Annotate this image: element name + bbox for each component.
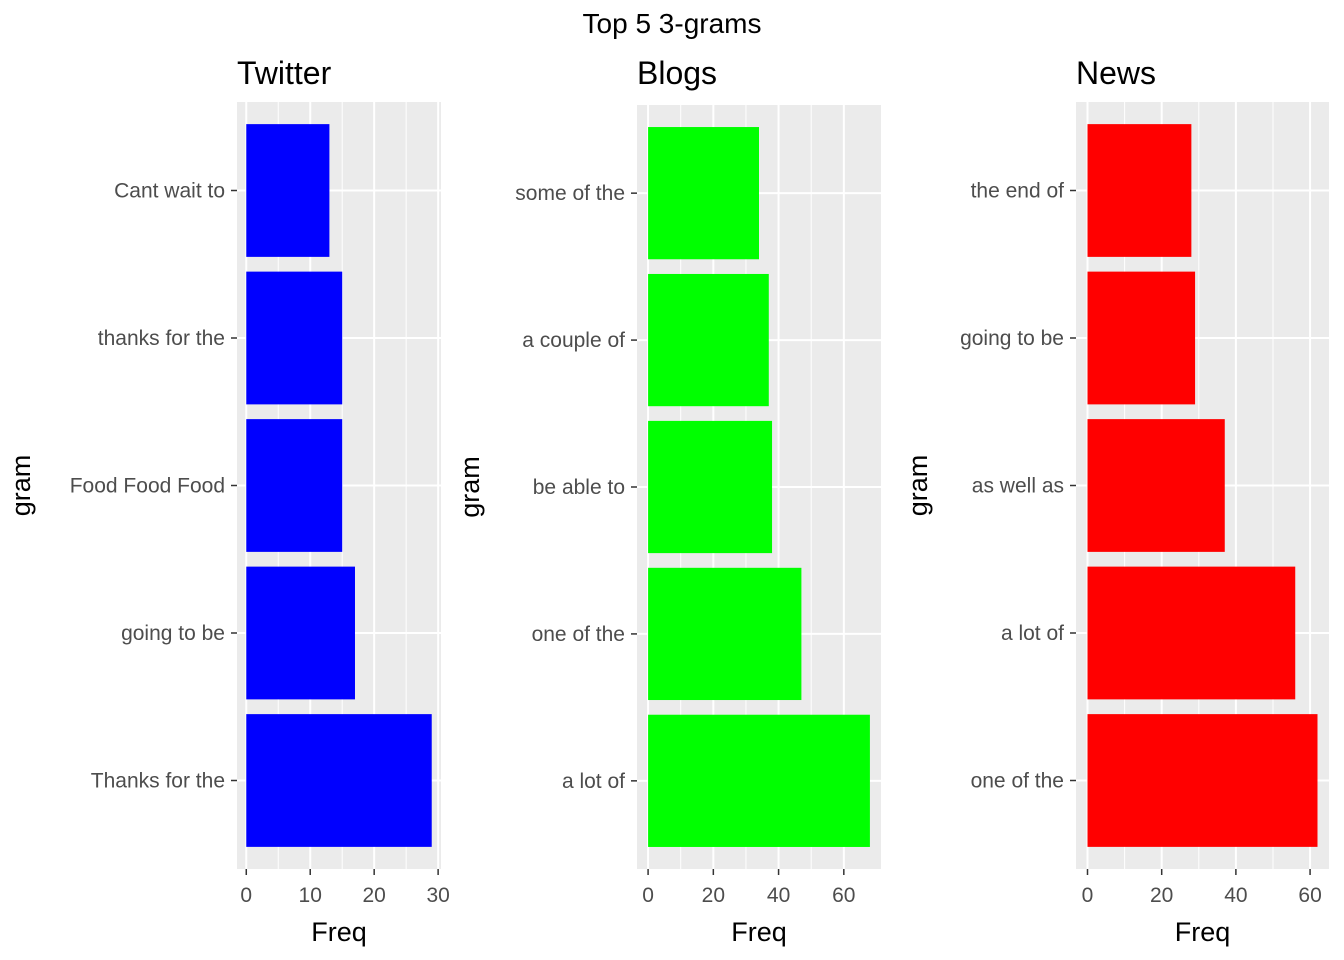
bar [1087,419,1225,552]
x-tick-label: 20 [702,884,725,907]
y-tick-label: a lot of [562,770,625,793]
bar [1087,271,1196,405]
bar [648,567,802,701]
x-tick-label: 40 [767,884,790,907]
panel-twitter: Cant wait to thanks for the Food Food Food… [6,55,450,947]
bar [648,714,870,847]
panel-blogs: some of the a couple of be able to one of t… [455,55,881,947]
x-tick-label: 20 [362,884,385,907]
bar [1087,124,1192,257]
x-tick-label: 10 [299,884,322,907]
y-tick-label: Food Food Food [70,475,225,498]
y-axis-title: gram [6,455,36,517]
panels: Cant wait to thanks for the Food Food Food… [6,55,1329,947]
bar [246,271,343,405]
y-axis-title: gram [455,456,485,518]
x-tick-label: 0 [1082,884,1094,907]
bar [246,714,432,847]
bar [648,273,769,407]
bar [246,566,355,700]
x-tick-label: 0 [240,884,252,907]
bar [648,127,759,260]
y-tick-label: Thanks for the [91,770,225,793]
bar [246,124,330,257]
y-axis-title: gram [903,455,933,517]
x-axis-title: Freq [311,917,367,947]
y-tick-label: going to be [960,327,1064,350]
y-tick-label: one of the [971,770,1064,793]
main-title: Top 5 3-grams [583,8,762,39]
x-axis-title: Freq [1175,917,1231,947]
bar [648,420,773,554]
y-tick-label: thanks for the [98,327,225,350]
panel-title: News [1076,55,1156,91]
y-tick-label: a couple of [522,329,625,352]
y-tick-label: going to be [121,622,225,645]
panel-title: Twitter [237,55,332,91]
y-tick-label: be able to [533,476,625,499]
y-tick-label: some of the [515,182,625,205]
x-axis-title: Freq [731,917,787,947]
x-tick-label: 60 [1298,884,1321,907]
x-tick-label: 30 [426,884,449,907]
y-tick-label: a lot of [1001,622,1064,645]
y-tick-label: one of the [532,623,625,646]
y-tick-label: Cant wait to [114,180,225,203]
x-tick-label: 0 [642,884,654,907]
bar [1087,714,1318,847]
x-tick-label: 60 [832,884,855,907]
bar [1087,566,1296,700]
panel-news: the end of going to be as well as a lot of o… [903,55,1329,947]
bar [246,419,343,552]
y-tick-label: as well as [972,475,1064,498]
x-tick-label: 20 [1150,884,1173,907]
y-tick-label: the end of [971,180,1065,203]
panel-title: Blogs [637,55,717,91]
x-tick-label: 40 [1224,884,1247,907]
